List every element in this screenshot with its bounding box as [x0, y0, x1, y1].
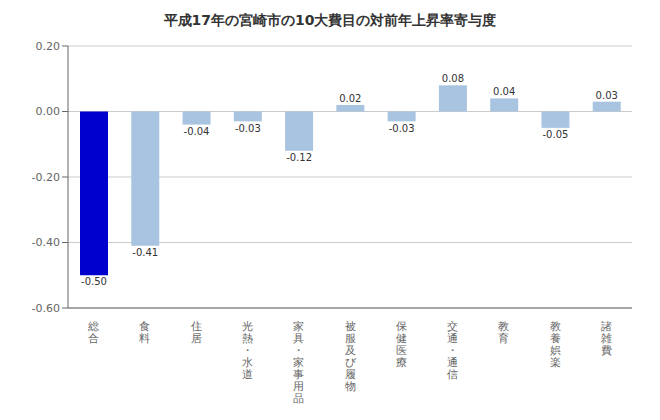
html-text:平成17年の宮崎市の10大費目の対前年上昇率寄与度: 平成17年の宮崎市の10大費目の対前年上昇率寄与度	[163, 12, 497, 28]
svg-text:食料: 食料	[139, 320, 150, 345]
svg-text:-0.40: -0.40	[32, 236, 60, 249]
svg-text:-0.12: -0.12	[286, 152, 312, 163]
svg-text:0.03: 0.03	[596, 90, 618, 101]
svg-text:住居: 住居	[191, 320, 202, 345]
svg-text:-0.60: -0.60	[32, 302, 60, 315]
svg-text:光熱・水道: 光熱・水道	[242, 320, 253, 381]
svg-text:-0.03: -0.03	[235, 123, 261, 134]
svg-text:教養娯楽: 教養娯楽	[550, 320, 561, 369]
svg-text:保健医療: 保健医療	[396, 320, 407, 369]
svg-text:-0.41: -0.41	[132, 247, 158, 258]
svg-text:0.20: 0.20	[36, 40, 61, 53]
svg-text:-0.50: -0.50	[81, 276, 107, 287]
svg-text:-0.03: -0.03	[389, 123, 415, 134]
svg-text:諸雑費: 諸雑費	[601, 320, 612, 357]
svg-text:家具・家事用品: 家具・家事用品	[293, 320, 304, 405]
svg-text:-0.05: -0.05	[543, 129, 569, 140]
svg-text:0.08: 0.08	[442, 73, 464, 84]
svg-text:0.02: 0.02	[339, 93, 361, 104]
svg-text:-0.20: -0.20	[32, 171, 60, 184]
svg-text:-0.04: -0.04	[184, 126, 210, 137]
svg-text:交通・通信: 交通・通信	[447, 320, 458, 381]
svg-text:0.04: 0.04	[493, 86, 515, 97]
svg-text:0.00: 0.00	[36, 105, 61, 118]
svg-text:被服及び履物: 被服及び履物	[345, 320, 357, 393]
svg-text:総合: 総合	[87, 320, 99, 345]
svg-text:教育: 教育	[498, 320, 509, 345]
